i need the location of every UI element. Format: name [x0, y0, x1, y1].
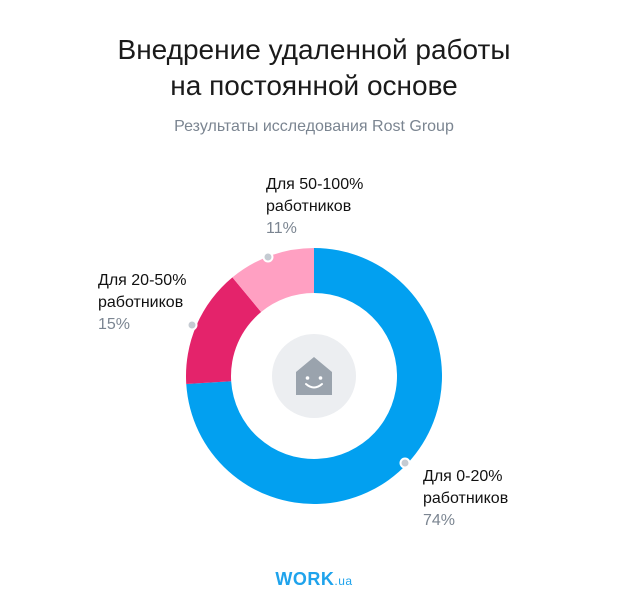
- label-0-20-line1: Для 0-20%: [423, 468, 503, 485]
- title-line-2: на постоянной основе: [170, 70, 458, 101]
- label-50-100-line2: работников: [266, 198, 352, 215]
- house-smile-icon: [296, 357, 332, 395]
- logo-brand: WORK: [275, 569, 335, 589]
- label-0-20: Для 0-20% работников 74%: [423, 466, 508, 532]
- chart-subtitle: Результаты исследования Rost Group: [174, 118, 454, 135]
- work-ua-logo: WORK.ua: [0, 569, 628, 590]
- label-50-100: Для 50-100% работников 11%: [266, 174, 363, 240]
- label-0-20-line2: работников: [423, 490, 509, 507]
- label-50-100-value: 11%: [266, 220, 297, 237]
- chart-title: Внедрение удаленной работы на постоянной…: [0, 32, 628, 104]
- label-marker-0-20: [399, 457, 411, 469]
- label-marker-20-50: [186, 319, 198, 331]
- label-20-50-value: 15%: [98, 316, 131, 333]
- logo-domain: .ua: [334, 574, 353, 588]
- title-line-1: Внедрение удаленной работы: [117, 34, 511, 65]
- label-20-50-line1: Для 20-50%: [98, 272, 187, 289]
- slice-20-50: [186, 277, 262, 385]
- slice-50-100: [232, 248, 314, 313]
- label-50-100-line1: Для 50-100%: [266, 176, 364, 193]
- label-marker-50-100: [262, 251, 274, 263]
- label-20-50-line2: работников: [98, 294, 184, 311]
- label-20-50: Для 20-50% работников 15%: [98, 270, 186, 336]
- slice-0-20: [186, 248, 443, 504]
- label-0-20-value: 74%: [423, 512, 456, 529]
